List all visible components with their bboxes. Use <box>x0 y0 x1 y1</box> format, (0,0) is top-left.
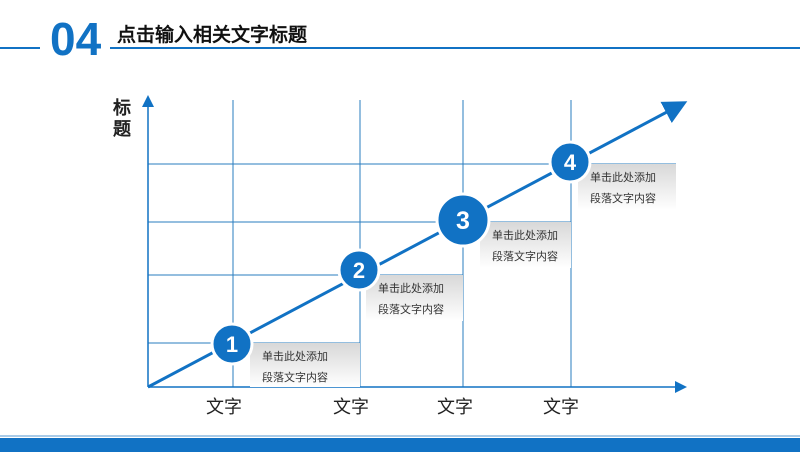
step-text-line: 段落文字内容 <box>590 192 656 205</box>
step-circle-2: 2 <box>337 248 381 292</box>
footer-line <box>0 435 800 437</box>
step-text-box: 单击此处添加 段落文字内容 <box>250 343 360 387</box>
svg-text:1: 1 <box>226 332 238 357</box>
step-text-box: 单击此处添加 段落文字内容 <box>366 275 463 321</box>
step-circle-3: 3 <box>435 192 491 248</box>
section-number: 04 <box>50 13 102 65</box>
step-circle-1: 1 <box>210 322 254 366</box>
svg-text:4: 4 <box>564 150 577 175</box>
step-text-box: 单击此处添加 段落文字内容 <box>480 222 571 268</box>
x-label: 文字 <box>437 397 473 418</box>
x-label: 文字 <box>543 397 579 418</box>
step-text-line: 单击此处添加 <box>378 282 444 295</box>
step-text-box: 单击此处添加 段落文字内容 <box>578 164 676 210</box>
svg-text:2: 2 <box>353 258 365 283</box>
step-text-line: 单击此处添加 <box>262 350 328 363</box>
step-text-line: 单击此处添加 <box>492 229 558 242</box>
step-text-line: 单击此处添加 <box>590 171 656 184</box>
x-label: 文字 <box>206 397 242 418</box>
x-label: 文字 <box>333 397 369 418</box>
svg-text:3: 3 <box>456 207 470 235</box>
step-circle-4: 4 <box>548 140 592 184</box>
step-text-line: 段落文字内容 <box>492 250 558 263</box>
footer-bar <box>0 438 800 452</box>
y-axis-label: 标题 <box>113 98 131 140</box>
step-text-line: 段落文字内容 <box>262 371 328 384</box>
page-title: 点击输入相关文字标题 <box>117 24 308 46</box>
step-text-line: 段落文字内容 <box>378 303 444 316</box>
